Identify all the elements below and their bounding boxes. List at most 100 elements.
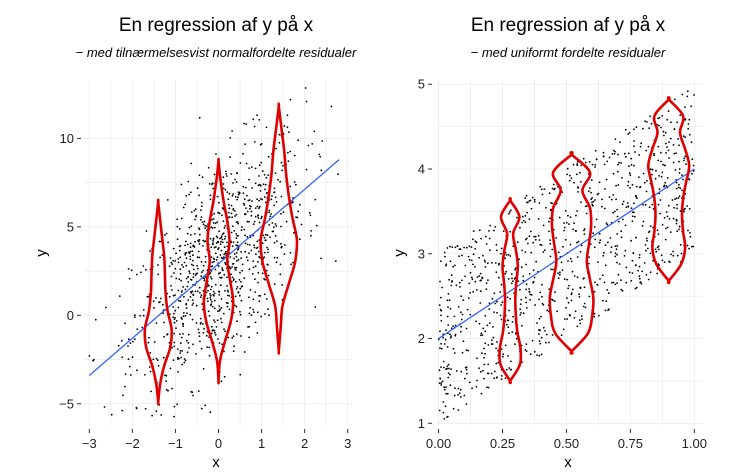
data-point xyxy=(257,184,260,187)
data-point xyxy=(500,375,503,377)
data-point xyxy=(536,322,538,324)
data-point xyxy=(573,181,575,184)
data-point xyxy=(264,183,267,186)
data-point xyxy=(519,226,521,229)
data-point xyxy=(183,361,186,364)
data-point xyxy=(219,254,222,256)
data-point xyxy=(166,199,169,201)
data-point xyxy=(487,363,490,366)
data-point xyxy=(245,162,248,165)
data-point xyxy=(501,355,504,358)
data-point xyxy=(633,202,635,205)
data-point xyxy=(88,355,91,357)
data-point xyxy=(200,271,203,274)
data-point xyxy=(224,330,227,333)
data-point xyxy=(159,301,161,303)
data-point xyxy=(645,190,648,193)
data-point xyxy=(204,276,207,278)
data-point xyxy=(248,199,251,201)
data-point xyxy=(603,281,606,284)
data-point xyxy=(443,388,446,391)
data-point xyxy=(449,260,452,263)
data-point xyxy=(213,226,216,229)
data-point xyxy=(231,216,234,219)
data-point xyxy=(604,264,607,267)
data-point xyxy=(463,394,466,397)
data-point xyxy=(557,277,560,279)
data-point xyxy=(603,207,606,210)
data-point xyxy=(533,200,536,203)
data-point xyxy=(180,217,183,220)
data-point xyxy=(479,279,482,282)
data-point xyxy=(662,163,664,166)
data-point xyxy=(440,384,443,386)
data-point xyxy=(239,287,242,290)
data-point xyxy=(641,225,644,227)
data-point xyxy=(300,223,303,226)
data-point xyxy=(569,216,572,219)
data-point xyxy=(212,187,215,190)
data-point xyxy=(220,380,223,383)
data-point xyxy=(250,214,253,217)
data-point xyxy=(495,243,498,246)
data-point xyxy=(689,232,691,234)
data-point xyxy=(616,233,619,235)
data-point xyxy=(489,224,492,227)
data-point xyxy=(540,244,543,247)
data-point xyxy=(678,144,680,147)
data-point xyxy=(135,406,138,409)
data-point xyxy=(607,309,609,312)
data-point xyxy=(231,276,234,279)
data-point xyxy=(149,250,152,252)
x-axis: −3 −2 −1 0 1 2 3 xyxy=(82,429,351,451)
data-point xyxy=(678,195,681,198)
data-point xyxy=(210,325,213,328)
data-point xyxy=(209,237,212,240)
data-point xyxy=(454,387,456,389)
data-point xyxy=(220,321,223,324)
data-point xyxy=(644,203,647,206)
data-point xyxy=(267,274,270,277)
data-point xyxy=(495,376,498,379)
data-point xyxy=(541,295,543,298)
data-point xyxy=(646,239,648,242)
data-point xyxy=(660,151,662,154)
x-tick-label: 0.25 xyxy=(490,436,515,451)
data-point xyxy=(583,228,586,230)
data-point xyxy=(268,209,271,212)
data-point xyxy=(678,160,680,163)
data-point xyxy=(601,274,604,277)
data-point xyxy=(544,330,546,332)
data-point xyxy=(216,256,219,259)
data-point xyxy=(495,249,498,252)
data-point xyxy=(653,154,655,157)
data-point xyxy=(648,127,651,130)
data-point xyxy=(273,283,276,286)
data-point xyxy=(261,242,264,245)
data-point xyxy=(628,172,631,175)
data-point xyxy=(520,298,523,301)
grid xyxy=(436,80,702,425)
data-point xyxy=(464,264,467,267)
data-point xyxy=(539,329,541,331)
data-point xyxy=(215,235,218,238)
data-point xyxy=(167,241,170,244)
data-point xyxy=(506,323,508,326)
data-point xyxy=(244,143,247,146)
data-point xyxy=(469,291,471,294)
data-point xyxy=(472,230,475,233)
data-point xyxy=(576,210,578,212)
data-point xyxy=(675,181,678,184)
data-point xyxy=(289,98,292,101)
data-point xyxy=(200,216,203,219)
data-point xyxy=(525,288,528,291)
data-point xyxy=(465,349,468,351)
data-point xyxy=(611,153,614,155)
data-point xyxy=(193,233,196,235)
data-point xyxy=(537,234,540,237)
data-point xyxy=(612,281,615,284)
data-point xyxy=(672,144,675,146)
chart-subtitle: − med tilnærmelsesvist normalfordelte re… xyxy=(76,45,357,60)
data-point xyxy=(174,309,177,312)
data-point xyxy=(256,240,259,243)
